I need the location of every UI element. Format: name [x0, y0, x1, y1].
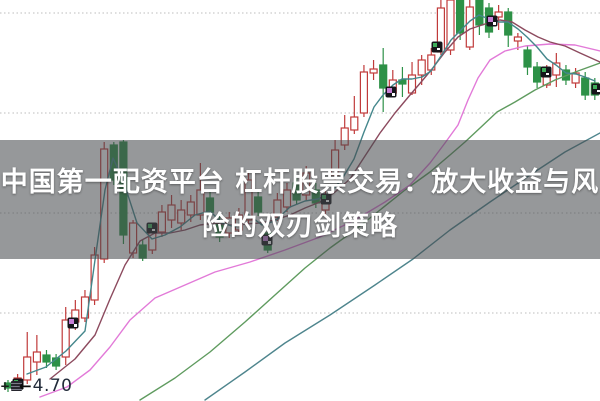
axis-tick-icon: + [0, 379, 11, 393]
headline-line-1: 中国第一配资平台 杠杆股票交易：放大收益与风 [0, 167, 600, 198]
headline-banner: 中国第一配资平台 杠杆股票交易：放大收益与风 险的双刃剑策略 [0, 140, 600, 259]
flag-icon [11, 381, 23, 391]
price-label: 4.70 [32, 375, 73, 396]
price-marker: + ← 4.70 [0, 375, 73, 397]
arrow-left-icon: ← [19, 376, 32, 395]
headline-line-2: 险的双刃剑策略 [202, 211, 398, 242]
